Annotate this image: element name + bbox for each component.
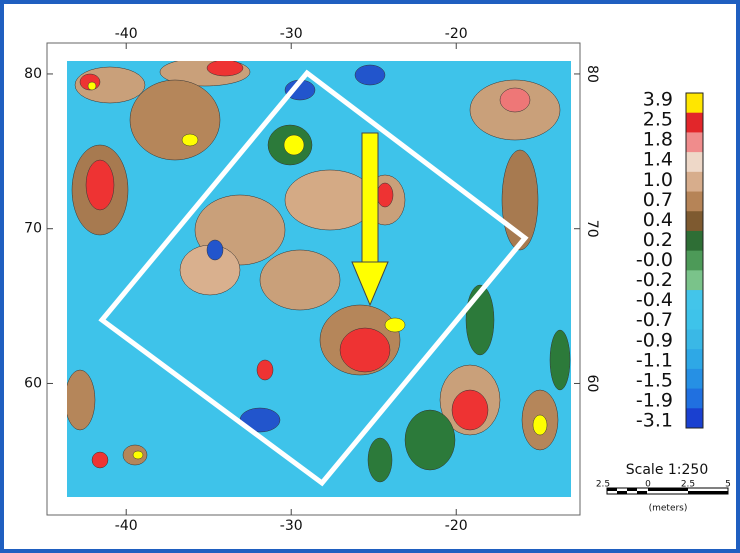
colorbar-swatch [686, 408, 703, 428]
scale-label: 0 [645, 480, 651, 490]
colorbar-label: 0.4 [643, 209, 673, 231]
anomaly [355, 65, 385, 85]
y-tick-label: 70 [24, 221, 42, 237]
colorbar-label: 3.9 [643, 89, 673, 111]
scale-label: 2.5 [596, 480, 610, 490]
anomaly [86, 160, 114, 210]
anomaly [385, 318, 405, 332]
anomaly [340, 328, 390, 372]
colorbar-label: -1.5 [636, 369, 673, 391]
colorbar-label: 2.5 [643, 109, 673, 131]
anomaly [207, 60, 243, 76]
colorbar-swatch [686, 152, 703, 172]
colorbar-swatch [686, 211, 703, 231]
scale-bar [607, 488, 728, 494]
anomaly [284, 135, 304, 155]
anomaly [207, 240, 223, 260]
x-tick-label: -20 [445, 518, 468, 534]
y-tick-label: 80 [24, 66, 42, 82]
colorbar-label: 0.7 [643, 189, 673, 211]
colorbar: 3.92.51.81.41.00.70.40.2-0.0-0.2-0.4-0.7… [636, 89, 703, 432]
colorbar-swatch [686, 310, 703, 330]
colorbar-label: 1.8 [643, 129, 673, 151]
anomaly [182, 134, 198, 146]
colorbar-label: -1.9 [636, 389, 673, 411]
x-tick-label: -40 [115, 26, 138, 42]
colorbar-label: -1.1 [636, 349, 673, 371]
x-tick-label: -30 [280, 26, 303, 42]
anomaly [500, 88, 530, 112]
colorbar-label: 1.4 [643, 149, 673, 171]
anomaly [133, 451, 143, 459]
anomaly [550, 330, 570, 390]
colorbar-swatch [686, 270, 703, 290]
colorbar-swatch [686, 132, 703, 152]
anomaly [65, 370, 95, 430]
colorbar-swatch [686, 349, 703, 369]
anomaly [92, 452, 108, 468]
x-tick-label: -20 [445, 26, 468, 42]
colorbar-swatch [686, 389, 703, 409]
y-tick-label: 70 [584, 220, 600, 238]
colorbar-label: -0.7 [636, 309, 673, 331]
anomaly [377, 183, 393, 207]
x-tick-label: -40 [115, 518, 138, 534]
colorbar-swatch [686, 369, 703, 389]
figure: 3.92.51.81.41.00.70.40.2-0.0-0.2-0.4-0.7… [0, 0, 740, 553]
colorbar-label: -0.9 [636, 329, 673, 351]
scale-unit: (meters) [649, 504, 688, 514]
colorbar-swatch [686, 231, 703, 251]
anomaly [368, 438, 392, 482]
colorbar-swatch [686, 93, 703, 113]
colorbar-label: 0.2 [643, 229, 673, 251]
colorbar-swatch [686, 113, 703, 133]
colorbar-label: -0.4 [636, 289, 673, 311]
colorbar-swatch [686, 251, 703, 271]
colorbar-swatch [686, 192, 703, 212]
page: 3.92.51.81.41.00.70.40.2-0.0-0.2-0.4-0.7… [0, 0, 740, 553]
arrow-shaft [362, 133, 378, 263]
anomaly [88, 82, 96, 90]
y-tick-label: 60 [584, 375, 600, 393]
colorbar-label: 1.0 [643, 169, 673, 191]
anomaly [260, 250, 340, 310]
scale-title: Scale 1:250 [626, 462, 708, 478]
colorbar-swatch [686, 329, 703, 349]
anomaly [533, 415, 547, 435]
scale-label: 5 [725, 480, 731, 490]
colorbar-label: -0.2 [636, 269, 673, 291]
scale-label: 2.5 [681, 480, 695, 490]
x-tick-label: -30 [280, 518, 303, 534]
anomaly [452, 390, 488, 430]
colorbar-label: -0.0 [636, 249, 673, 271]
y-tick-label: 80 [584, 65, 600, 83]
anomaly [405, 410, 455, 470]
anomaly [257, 360, 273, 380]
colorbar-swatch [686, 172, 703, 192]
colorbar-label: -3.1 [636, 410, 673, 432]
y-tick-label: 60 [24, 375, 42, 391]
anomaly [130, 80, 220, 160]
colorbar-swatch [686, 290, 703, 310]
